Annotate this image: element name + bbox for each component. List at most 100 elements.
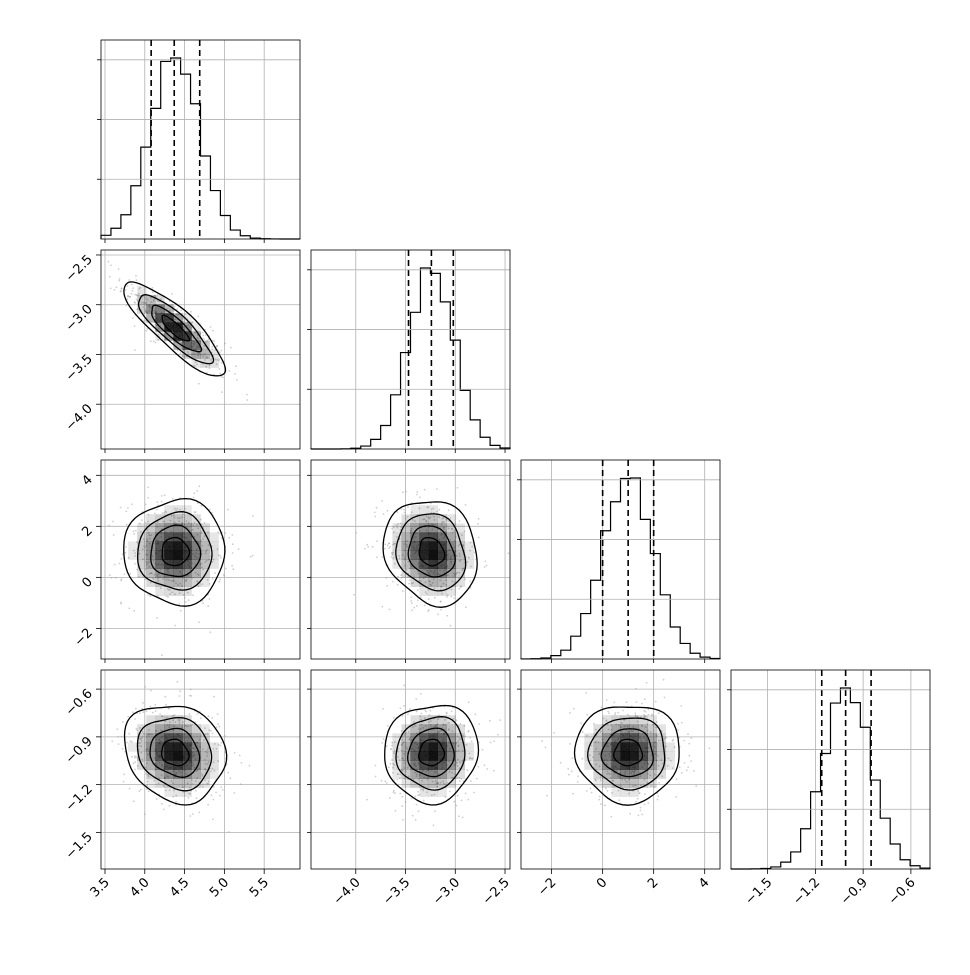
contour-line (407, 727, 455, 778)
sample-point (374, 764, 377, 767)
sample-point (464, 735, 467, 738)
sample-point (159, 587, 162, 590)
sample-point (585, 692, 588, 694)
density-cell (437, 550, 447, 560)
sample-point (215, 747, 218, 750)
sample-point (444, 568, 447, 571)
density-cell (410, 751, 420, 761)
sample-point (178, 592, 181, 595)
density-cell (464, 559, 475, 569)
sample-point (227, 831, 230, 833)
sample-point (454, 764, 457, 767)
sample-point (170, 514, 173, 517)
sample-point (445, 583, 448, 586)
contour-line (123, 705, 228, 806)
sample-point (211, 329, 214, 332)
density-cell (611, 769, 621, 779)
sample-point (151, 711, 154, 714)
sample-point (393, 779, 396, 781)
sample-point (392, 772, 394, 774)
sample-point (149, 595, 152, 598)
sample-point (187, 591, 189, 594)
sample-point (191, 783, 194, 785)
sample-point (577, 775, 579, 778)
sample-point (167, 596, 170, 598)
density-cell (137, 733, 147, 743)
sample-point (469, 580, 472, 583)
density-panel-3-2 (310, 459, 511, 660)
sample-point (393, 750, 396, 753)
density-cell (455, 724, 466, 734)
density-cell (620, 787, 630, 797)
sample-point (164, 510, 167, 513)
sample-point (660, 730, 663, 732)
sample-point (214, 358, 217, 361)
density-cell (620, 769, 630, 779)
sample-point (423, 518, 426, 521)
density-cell (446, 514, 457, 524)
sample-point (453, 539, 456, 542)
sample-point (393, 531, 395, 534)
contour-line (123, 281, 227, 377)
sample-point (252, 515, 254, 517)
sample-point (143, 732, 145, 735)
density-cell (173, 769, 183, 779)
sample-point (149, 705, 152, 708)
sample-point (649, 774, 652, 777)
density-cell (155, 550, 165, 560)
sample-point (601, 738, 604, 741)
sample-point (179, 508, 182, 511)
sample-point (649, 731, 652, 734)
sample-point (138, 552, 141, 555)
sample-point (211, 717, 214, 719)
sample-point (392, 762, 394, 765)
sample-point (415, 605, 418, 607)
contour-line (384, 704, 480, 806)
density-cell (392, 532, 402, 542)
sample-point (191, 577, 194, 579)
x-tick-label: 4.0 (127, 875, 152, 900)
sample-point (179, 352, 182, 355)
density-cell (164, 760, 174, 770)
sample-point (392, 580, 394, 583)
sample-point (219, 555, 222, 557)
sample-point (427, 516, 430, 519)
sample-point (415, 773, 418, 776)
sample-point (406, 748, 408, 750)
sample-point (390, 556, 393, 558)
sample-point (444, 728, 446, 731)
sample-point (201, 583, 204, 585)
sample-point (146, 748, 149, 750)
sample-point (185, 578, 188, 580)
density-cell (419, 760, 429, 770)
density-cell (209, 550, 219, 560)
sample-point (644, 793, 646, 795)
sample-point (194, 571, 197, 574)
sample-point (654, 773, 656, 776)
x-tick-label: −0.9 (838, 875, 871, 908)
sample-point (188, 713, 191, 715)
sample-point (169, 721, 171, 724)
sample-point (439, 600, 442, 603)
sample-point (391, 552, 394, 555)
sample-point (201, 783, 204, 786)
sample-point (207, 780, 210, 783)
sample-point (455, 804, 458, 807)
density-cell (410, 505, 420, 515)
sample-point (458, 543, 461, 546)
sample-point (147, 531, 150, 534)
sample-point (189, 568, 192, 571)
sample-point (404, 517, 407, 520)
sample-point (149, 537, 152, 540)
density-cell (401, 751, 411, 761)
density-cell (647, 715, 657, 725)
sample-point (460, 799, 463, 802)
sample-point (413, 606, 416, 609)
sample-point (622, 709, 624, 712)
sample-point (182, 513, 184, 516)
sample-point (639, 775, 642, 778)
density-cell (200, 760, 210, 770)
sample-point (139, 530, 142, 533)
sample-point (146, 753, 149, 756)
density-cell (401, 769, 411, 779)
